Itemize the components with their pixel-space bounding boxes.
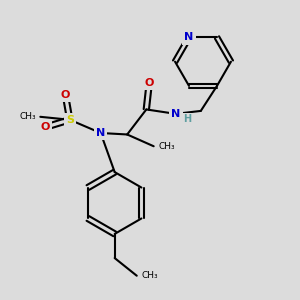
Text: S: S	[66, 115, 74, 125]
Text: H: H	[183, 114, 191, 124]
Text: N: N	[96, 128, 105, 138]
Text: O: O	[41, 122, 50, 132]
Text: CH₃: CH₃	[19, 112, 36, 121]
Text: O: O	[61, 90, 70, 100]
Text: CH₃: CH₃	[158, 142, 175, 151]
Text: CH₃: CH₃	[141, 271, 158, 280]
Text: O: O	[145, 78, 154, 88]
Text: N: N	[184, 32, 194, 42]
Text: N: N	[171, 109, 180, 119]
